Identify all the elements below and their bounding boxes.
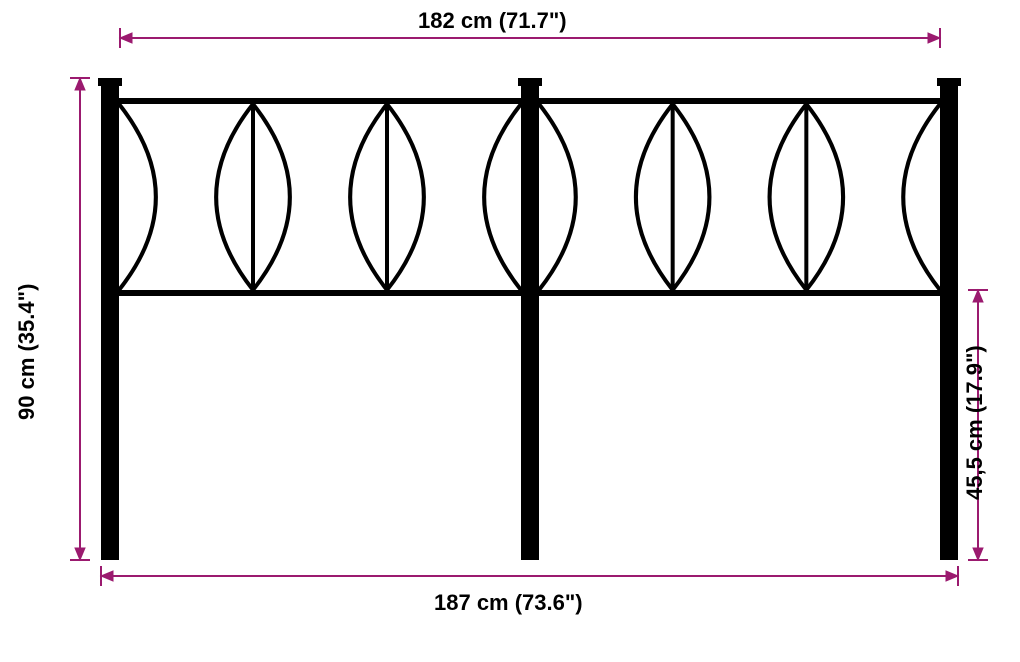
- panel-divider: [251, 104, 255, 290]
- arrowhead: [973, 290, 983, 302]
- panel-arc: [253, 104, 290, 290]
- panel-arc: [806, 104, 843, 290]
- dim-top-label: 182 cm (71.7"): [418, 8, 567, 34]
- arrowhead: [75, 548, 85, 560]
- panel-arc: [119, 104, 156, 290]
- panel-divider: [671, 104, 675, 290]
- dim-left-label: 90 cm (35.4"): [14, 284, 40, 420]
- post: [101, 86, 119, 560]
- dim-right-label: 45,5 cm (17.9"): [962, 345, 988, 500]
- panel-arc: [484, 104, 521, 290]
- post-cap: [937, 78, 961, 86]
- panel-arc: [539, 104, 576, 290]
- arrowhead: [120, 33, 132, 43]
- arrowhead: [946, 571, 958, 581]
- panel-arc: [770, 104, 807, 290]
- rail-bottom: [539, 290, 940, 296]
- arrowhead: [75, 78, 85, 90]
- arrowhead: [973, 548, 983, 560]
- arrowhead: [928, 33, 940, 43]
- panel-arc: [673, 104, 710, 290]
- rail-top: [539, 98, 940, 104]
- panel-arc: [636, 104, 673, 290]
- post: [521, 86, 539, 560]
- post-cap: [518, 78, 542, 86]
- panel-arc: [350, 104, 387, 290]
- dim-bottom-label: 187 cm (73.6"): [434, 590, 583, 616]
- post: [940, 86, 958, 560]
- panel-divider: [385, 104, 389, 290]
- post-cap: [98, 78, 122, 86]
- rail-top: [119, 98, 521, 104]
- arrowhead: [101, 571, 113, 581]
- panel-arc: [387, 104, 424, 290]
- panel-arc: [216, 104, 253, 290]
- rail-bottom: [119, 290, 521, 296]
- panel-arc: [903, 104, 940, 290]
- panel-divider: [804, 104, 808, 290]
